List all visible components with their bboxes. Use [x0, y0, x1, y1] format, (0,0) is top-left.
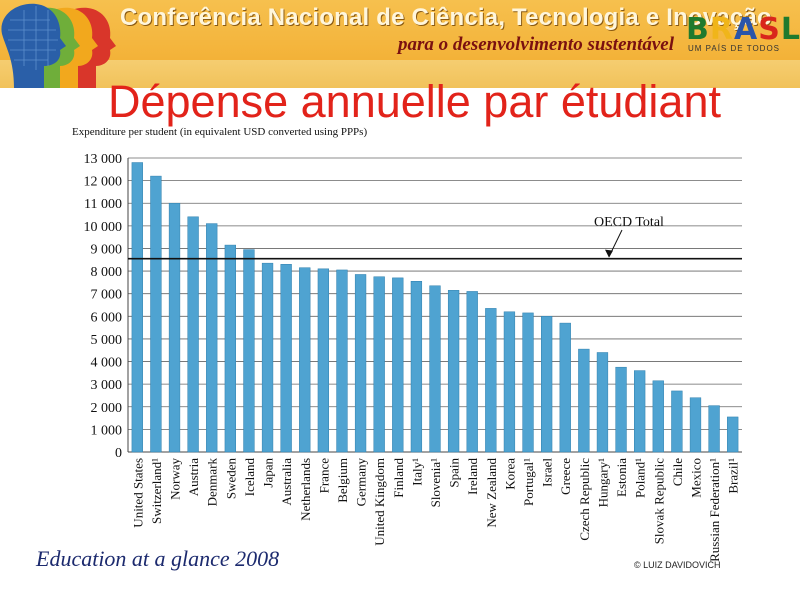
x-tick-label: Austria [186, 458, 201, 497]
x-tick-label: Mexico [688, 458, 703, 498]
bar [596, 352, 609, 453]
bar [168, 202, 181, 453]
bar [727, 416, 739, 453]
x-tick-label: Australia [279, 458, 294, 506]
bar [336, 269, 348, 453]
bar [485, 308, 497, 453]
banner-band [0, 0, 800, 60]
y-tick-label: 8 000 [91, 265, 123, 280]
y-tick-label: 9 000 [91, 242, 123, 257]
bar [429, 285, 441, 453]
conference-subtitle: para o desenvolvimento sustentável [398, 34, 675, 55]
x-tick-label: Switzerland¹ [149, 458, 164, 524]
head-silhouettes-icon [1, 3, 116, 88]
bar [689, 397, 702, 453]
bar [280, 264, 292, 453]
x-tick-label: Finland [391, 458, 406, 498]
x-tick-label: Germany [354, 458, 369, 507]
x-tick-label: Netherlands [298, 458, 313, 521]
y-tick-label: 1 000 [91, 423, 123, 438]
bar [392, 277, 404, 453]
x-tick-label: Brazil¹ [726, 458, 741, 494]
bar [261, 262, 274, 453]
source-caption: Education at a glance 2008 [36, 546, 280, 571]
x-tick-label: New Zealand [484, 458, 499, 528]
x-tick-label: United Kingdom [372, 458, 387, 546]
x-tick-label: Italy¹ [409, 458, 424, 486]
x-tick-label: Russian Federation¹ [707, 458, 722, 562]
x-tick-label: Denmark [205, 458, 220, 507]
bar [447, 290, 460, 453]
y-tick-label: 11 000 [84, 197, 122, 212]
x-tick-label: Slovak Republic [651, 458, 666, 545]
y-tick-label: 5 000 [91, 333, 123, 348]
bar [373, 276, 385, 453]
bar [578, 348, 590, 453]
bars [131, 162, 739, 453]
y-tick-label: 4 000 [91, 356, 123, 371]
y-tick-label: 12 000 [84, 175, 123, 190]
bar [243, 249, 255, 453]
conference-banner: Conferência Nacional de Ciência, Tecnolo… [0, 0, 800, 88]
y-tick-label: 2 000 [91, 401, 123, 416]
bar [410, 281, 423, 453]
x-tick-label: United States [130, 458, 145, 528]
y-tick-label: 10 000 [84, 220, 123, 235]
x-tick-label: Chile [670, 458, 685, 486]
x-tick-label: Spain [447, 458, 462, 488]
bar [671, 390, 683, 453]
bar [634, 370, 646, 453]
x-tick-label: Belgium [335, 458, 350, 503]
x-tick-label: Poland¹ [633, 458, 648, 498]
y-axis-ticks: 0 1 000 2 000 3 000 4 000 5 000 6 000 7 000 8 00… [84, 152, 123, 461]
y-tick-label: 7 000 [91, 288, 123, 303]
bar [466, 291, 478, 453]
x-tick-label: Portugal¹ [521, 458, 536, 506]
bar [224, 244, 236, 453]
bar [150, 175, 162, 453]
x-tick-label: Estonia [614, 458, 629, 497]
bar [354, 274, 367, 453]
bar [652, 380, 664, 453]
chart-title: Expenditure per student (in equivalent U… [72, 126, 367, 138]
oecd-reference: OECD Total [128, 215, 742, 260]
x-tick-label: Slovenia¹ [428, 458, 443, 507]
oecd-total-label: OECD Total [594, 215, 664, 230]
x-tick-label: Norway [168, 458, 183, 500]
conference-title: Conferência Nacional de Ciência, Tecnolo… [120, 4, 772, 31]
x-tick-label: Sweden [223, 458, 238, 500]
bar [206, 223, 218, 453]
x-tick-label: Israel [540, 458, 555, 487]
x-tick-label: Korea [502, 458, 517, 490]
brasil-logo: BRASL UM PAÍS DE TODOS [686, 12, 800, 58]
x-tick-label: Iceland [242, 458, 257, 497]
brasil-logo-word: BRASL [686, 12, 800, 47]
arrowhead-icon [605, 249, 613, 258]
x-axis-labels: United States Switzerland¹ Norway Austria De… [130, 458, 740, 562]
bar [559, 322, 571, 453]
x-tick-label: Czech Republic [577, 458, 592, 541]
x-tick-label: Hungary¹ [595, 458, 610, 507]
bar [540, 316, 553, 453]
x-tick-label: France [316, 458, 331, 494]
x-tick-label: Greece [558, 458, 573, 495]
copyright-notice: © LUIZ DAVIDOVICH [634, 560, 721, 570]
bar [299, 267, 311, 453]
bar [503, 311, 516, 453]
bar [187, 216, 199, 453]
slide-title: Dépense annuelle par étudiant [108, 76, 721, 127]
y-tick-label: 6 000 [91, 310, 123, 325]
y-tick-label: 3 000 [91, 378, 123, 393]
bar [708, 405, 720, 453]
x-tick-label: Japan [261, 458, 276, 488]
bar [131, 162, 143, 453]
brasil-logo-tagline: UM PAÍS DE TODOS [688, 44, 781, 53]
x-tick-label: Ireland [465, 458, 480, 495]
bar [317, 268, 330, 453]
y-tick-label: 0 [115, 446, 122, 461]
bar [615, 366, 627, 453]
bar [522, 312, 534, 453]
y-tick-label: 13 000 [84, 152, 123, 167]
